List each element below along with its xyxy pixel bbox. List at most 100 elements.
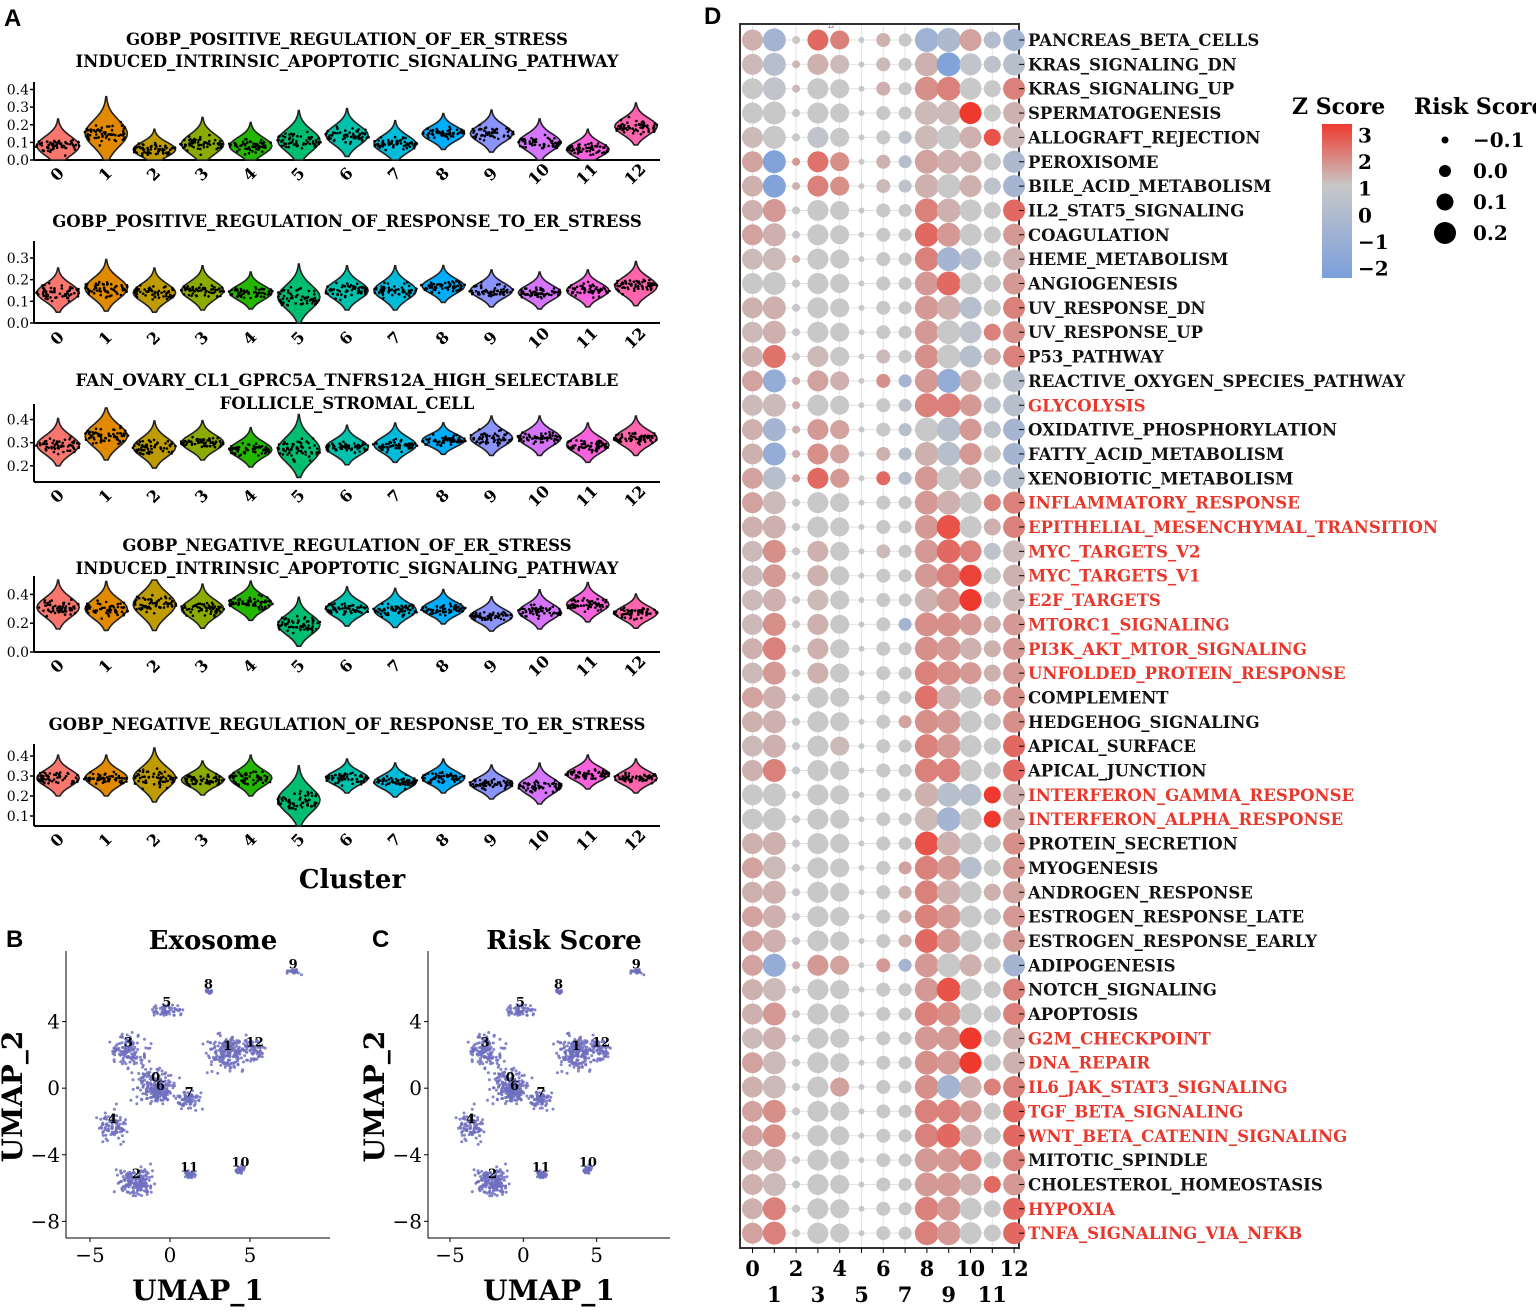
violin-point: [327, 444, 331, 447]
violin-point: [97, 434, 100, 438]
umap-point: [205, 1071, 209, 1075]
umap-point: [239, 1056, 243, 1060]
violin-point: [248, 775, 251, 778]
violin-point: [595, 144, 598, 148]
violin-point: [63, 146, 67, 149]
violin-point: [376, 780, 379, 784]
violin-point: [151, 298, 154, 301]
violin-point: [651, 126, 655, 130]
violin-point: [632, 280, 636, 284]
violin-point: [435, 131, 439, 134]
umap-point: [110, 1124, 114, 1128]
violin-point: [137, 142, 141, 145]
violin-point: [387, 613, 390, 617]
umap-point: [139, 1061, 143, 1065]
violin-point: [510, 437, 513, 441]
violin-point: [194, 779, 198, 783]
umap-point: [128, 1039, 132, 1043]
violin-point: [326, 447, 330, 451]
violin-point: [529, 790, 532, 793]
violin-point: [239, 773, 242, 776]
violin-point: [625, 439, 628, 443]
violin-point: [478, 612, 482, 615]
violin-point: [434, 775, 438, 778]
x-tick-label: 12: [620, 482, 649, 511]
violin-point: [300, 451, 304, 454]
violin-point: [365, 136, 369, 140]
umap-point: [193, 1102, 197, 1106]
violin-point: [338, 442, 342, 445]
violin-point: [287, 299, 291, 303]
violin-point: [244, 782, 247, 785]
violin-point: [641, 607, 645, 610]
violin-point: [584, 143, 587, 147]
violin-point: [299, 804, 303, 807]
violin-point: [480, 437, 484, 441]
violin-point: [277, 291, 280, 294]
violin-point: [492, 434, 495, 438]
violin-point: [73, 148, 77, 151]
violin-point: [194, 782, 198, 785]
violin-point: [70, 598, 73, 602]
violin-title: FOLLICLE_STROMAL_CELL: [220, 394, 475, 413]
violin-point: [568, 144, 572, 148]
umap-point: [149, 1078, 153, 1082]
umap-point: [131, 1087, 135, 1091]
violin-point: [257, 148, 260, 151]
violin-point: [77, 446, 80, 450]
violin-point: [588, 603, 591, 607]
violin-point: [478, 428, 481, 431]
violin-point: [590, 448, 594, 452]
violin-point: [46, 777, 50, 780]
violin-point: [263, 774, 267, 778]
x-tick-label: 4: [239, 163, 260, 184]
umap-point: [204, 1051, 208, 1055]
violin-point: [543, 133, 547, 137]
violin-point: [452, 282, 456, 285]
umap-point: [139, 1097, 143, 1101]
violin-point: [213, 286, 216, 289]
violin-point: [307, 136, 311, 139]
violin-point: [104, 600, 108, 604]
x-tick-label: 0: [47, 829, 68, 850]
violin-point: [99, 440, 103, 444]
violin-point: [313, 292, 316, 296]
violin-point: [473, 137, 477, 140]
x-tick-label: 10: [524, 160, 553, 189]
violin-point: [197, 609, 201, 613]
violin-point: [336, 776, 340, 780]
umap-point: [218, 1031, 222, 1035]
violin-point: [430, 286, 434, 290]
violin-point: [449, 283, 452, 286]
violin-point: [614, 778, 617, 782]
x-tick-label: 11: [572, 652, 601, 681]
violin-point: [68, 449, 72, 453]
violin-point: [51, 142, 55, 145]
umap-point: [118, 1042, 122, 1045]
violin-point: [141, 780, 145, 784]
violin-point: [410, 442, 414, 445]
violin-point: [472, 135, 475, 139]
violin-point: [159, 446, 162, 449]
umap-point: [128, 1060, 132, 1064]
x-tick-label: 8: [432, 163, 453, 184]
violin-point: [181, 609, 184, 612]
violin-point: [474, 612, 478, 615]
violin-point: [441, 130, 445, 133]
violin-point: [315, 301, 319, 304]
violin-point: [247, 599, 250, 602]
violin-point: [289, 285, 293, 289]
violin-point: [460, 131, 464, 135]
violin-point: [254, 600, 257, 604]
violin-point: [406, 281, 409, 284]
umap-point: [237, 1045, 241, 1049]
violin-point: [614, 613, 617, 616]
violin-point: [308, 446, 312, 450]
violin-point: [537, 607, 541, 611]
violin-point: [533, 143, 537, 147]
violin-point: [455, 289, 458, 293]
violin-point: [109, 133, 112, 136]
violin-point: [237, 603, 240, 606]
violin-point: [334, 448, 338, 452]
violin-point: [459, 780, 462, 783]
